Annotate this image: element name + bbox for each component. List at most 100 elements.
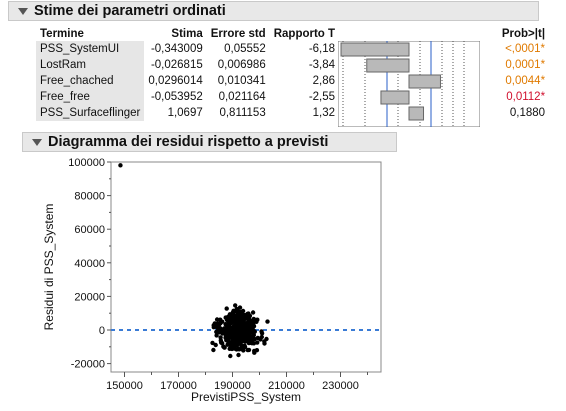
col-prob[interactable]: Prob>|t| (501, 28, 546, 40)
t-ratio-bar (366, 58, 410, 73)
y-axis: -20000 0 20000 40000 60000 80000 100000 (68, 157, 111, 371)
scatter-point (239, 321, 245, 326)
scatter-point (242, 328, 247, 334)
scatter-point (232, 324, 237, 329)
scatter-point (235, 334, 241, 340)
scatter-point (236, 352, 241, 358)
prob-cell: 0,0044* (505, 75, 546, 87)
scatter-point (218, 317, 223, 322)
term-cell: PSS_SystemUI (36, 41, 145, 57)
stderr-cell: 0,006986 (217, 59, 266, 71)
table-row[interactable]: Free_chached 0,0296014 0,010341 2,86 0,0… (36, 73, 549, 89)
disclosure-triangle-icon[interactable] (32, 138, 42, 146)
x-tick-label: 210000 (268, 380, 305, 392)
scatter-point (230, 342, 235, 348)
scatter-point (265, 319, 270, 324)
scatter-point (245, 337, 251, 342)
col-tratio[interactable]: Rapporto T (273, 28, 336, 40)
scatter-point (250, 310, 256, 315)
scatter-point (233, 303, 238, 308)
stderr-cell: 0,021164 (218, 91, 266, 103)
table-row[interactable]: Free_free -0,053952 0,021164 -2,55 0,011… (36, 89, 549, 105)
scatter-points (118, 163, 270, 359)
t-ratio-bar-chart (338, 41, 480, 127)
estimates-outline-header[interactable]: Stime dei parametri ordinati (8, 1, 539, 21)
term-cell: PSS_Surfaceflinger (36, 105, 145, 121)
estimate-cell: -0,026815 (150, 59, 203, 71)
scatter-point (211, 347, 216, 353)
scatter-point (219, 339, 224, 345)
scatter-point (234, 347, 239, 352)
prob-cell: <,0001* (505, 43, 546, 55)
scatter-point (231, 312, 236, 317)
disclosure-triangle-icon[interactable] (18, 7, 28, 15)
x-tick-label: 230000 (322, 380, 359, 392)
term-cell: Free_chached (36, 73, 145, 89)
estimates-title: Stime dei parametri ordinati (34, 3, 226, 19)
scatter-point (239, 311, 244, 316)
table-row[interactable]: LostRam -0,026815 0,006986 -3,84 0,0001* (36, 57, 549, 73)
scatter-point (242, 343, 247, 348)
scatter-point (225, 335, 230, 340)
scatter-point (252, 336, 257, 342)
scatter-point (215, 328, 221, 333)
scatter-point (222, 326, 227, 331)
scatter-point (237, 314, 242, 320)
prob-cell: 0,0001* (505, 59, 546, 71)
scatter-point (255, 317, 260, 322)
table-header-row: Termine Stima Errore std Rapporto T Prob… (36, 27, 549, 41)
scatter-point (223, 315, 228, 320)
y-axis-label: Residui di PSS_System (42, 204, 56, 331)
tratio-cell: -6,18 (308, 43, 336, 55)
x-axis: 150000 170000 190000 210000 230000 (106, 372, 368, 392)
stderr-cell: 0,05552 (224, 43, 266, 55)
scatter-point (247, 313, 253, 318)
term-cell: LostRam (36, 57, 145, 73)
t-ratio-bar (408, 74, 441, 89)
estimate-cell: -0,343009 (150, 43, 203, 55)
tratio-cell: -2,55 (308, 91, 336, 103)
stderr-cell: 0,811153 (219, 107, 266, 119)
scatter-point (246, 332, 252, 337)
y-tick-label: 20000 (74, 291, 105, 303)
t-ratio-bar (380, 90, 410, 105)
scatter-point (224, 306, 229, 311)
scatter-point (228, 326, 233, 332)
tratio-cell: -3,84 (308, 59, 336, 71)
scatter-point (259, 331, 265, 336)
residual-outline-header[interactable]: Diagramma dei residui rispetto a previst… (22, 132, 397, 152)
scatter-point (244, 324, 249, 329)
estimate-cell: 0,0296014 (148, 75, 203, 87)
scatter-point (212, 321, 217, 326)
scatter-point (236, 328, 241, 333)
estimate-cell: 1,0697 (167, 107, 203, 119)
scatter-point (236, 318, 241, 323)
scatter-point (222, 345, 227, 350)
y-tick-label: 60000 (74, 224, 105, 236)
table-row[interactable]: PSS_SystemUI -0,343009 0,05552 -6,18 <,0… (36, 41, 549, 57)
residual-title: Diagramma dei residui rispetto a previst… (48, 134, 329, 150)
col-stderr[interactable]: Errore std (210, 28, 266, 40)
col-estimate[interactable]: Stima (171, 28, 203, 40)
scatter-point (248, 328, 254, 333)
scatter-point (214, 333, 219, 338)
x-tick-label: 150000 (106, 380, 143, 392)
table-row[interactable]: PSS_Surfaceflinger 1,0697 0,811153 1,32 … (36, 105, 549, 121)
prob-cell: 0,1880 (509, 107, 546, 119)
col-bar (339, 27, 481, 41)
scatter-point (210, 340, 215, 346)
scatter-point (218, 335, 223, 340)
col-term[interactable]: Termine (40, 28, 84, 40)
scatter-point (234, 306, 239, 312)
residual-scatter-plot: -20000 0 20000 40000 60000 80000 100000 150000… (42, 157, 382, 404)
scatter-point (243, 314, 248, 319)
scatter-point (262, 341, 267, 346)
scatter-point (254, 348, 260, 353)
t-ratio-bar (340, 42, 410, 57)
stderr-cell: 0,010341 (217, 75, 266, 87)
x-tick-label: 190000 (214, 380, 251, 392)
scatter-point (245, 347, 250, 353)
prob-cell: 0,0112* (506, 91, 546, 103)
scatter-point (252, 329, 257, 334)
scatter-point (255, 340, 260, 345)
